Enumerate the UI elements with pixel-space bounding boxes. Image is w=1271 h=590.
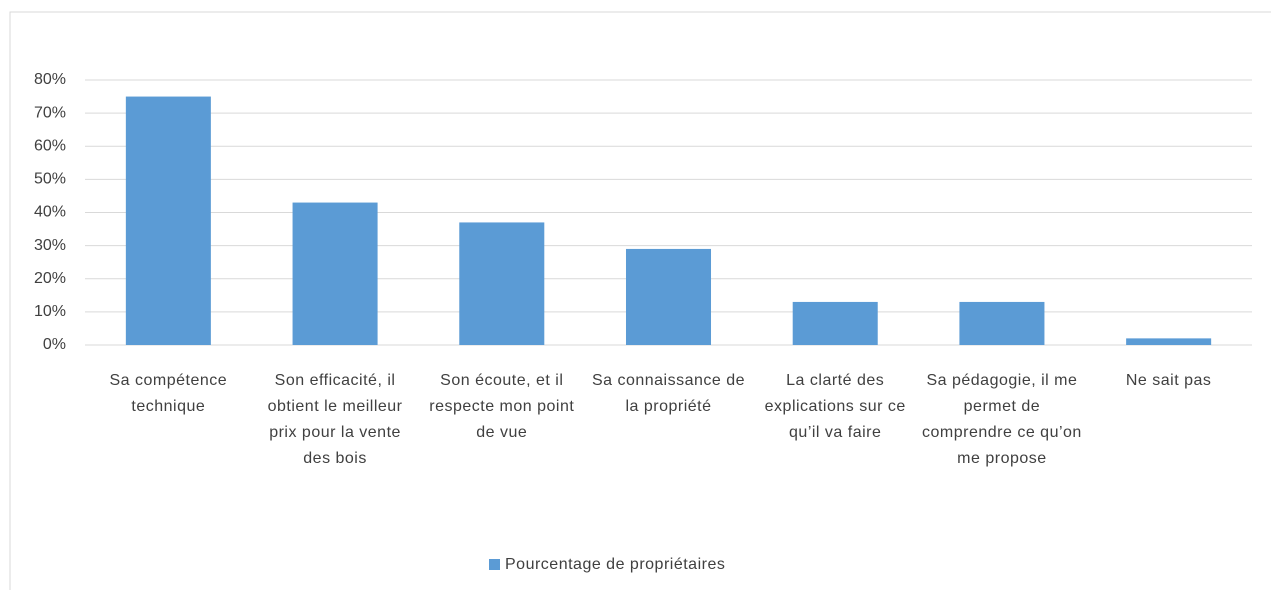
x-tick-label: Son écoute, et il respecte mon point de …: [429, 372, 575, 441]
bar: [459, 222, 545, 345]
y-tick-label: 40%: [34, 204, 66, 221]
y-tick-label: 0%: [43, 336, 66, 353]
legend-swatch: [489, 559, 500, 570]
y-tick-label: 10%: [34, 303, 66, 320]
y-tick-label: 70%: [34, 104, 66, 121]
bar: [125, 96, 211, 345]
x-tick-label: Sa compétence technique: [109, 372, 228, 415]
bar: [1126, 338, 1212, 345]
x-tick-label: Sa connaissance de la propriété: [591, 372, 746, 415]
y-tick-label: 80%: [34, 71, 66, 88]
bar: [625, 248, 712, 345]
y-tick-label: 50%: [34, 171, 66, 188]
bar: [959, 301, 1045, 345]
chart-border: [9, 11, 1271, 590]
y-tick-label: 20%: [34, 270, 66, 287]
y-tick-label: 60%: [34, 137, 66, 154]
y-tick-label: 30%: [34, 237, 66, 254]
x-tick-label: Sa pédagogie, il me permet de comprendre…: [922, 372, 1082, 467]
bar: [292, 202, 378, 345]
x-tick-label: La clarté des explications sur ce qu’il …: [764, 372, 906, 441]
bar: [792, 301, 878, 345]
legend-label: Pourcentage de propriétaires: [505, 556, 725, 573]
x-tick-label: Son efficacité, il obtient le meilleur p…: [267, 372, 403, 467]
x-tick-label: Ne sait pas: [1125, 372, 1212, 389]
